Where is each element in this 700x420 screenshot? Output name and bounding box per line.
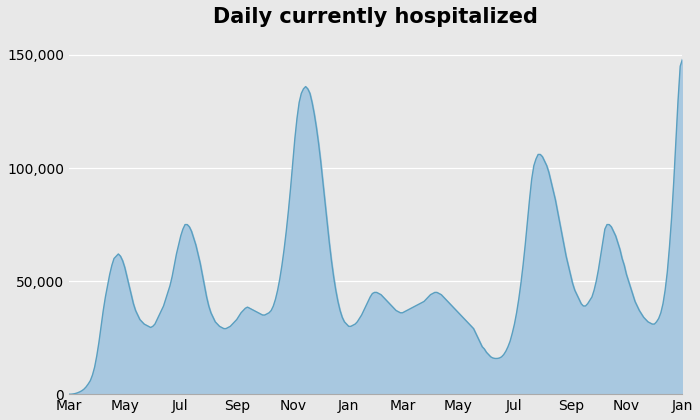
- Title: Daily currently hospitalized: Daily currently hospitalized: [213, 7, 538, 27]
